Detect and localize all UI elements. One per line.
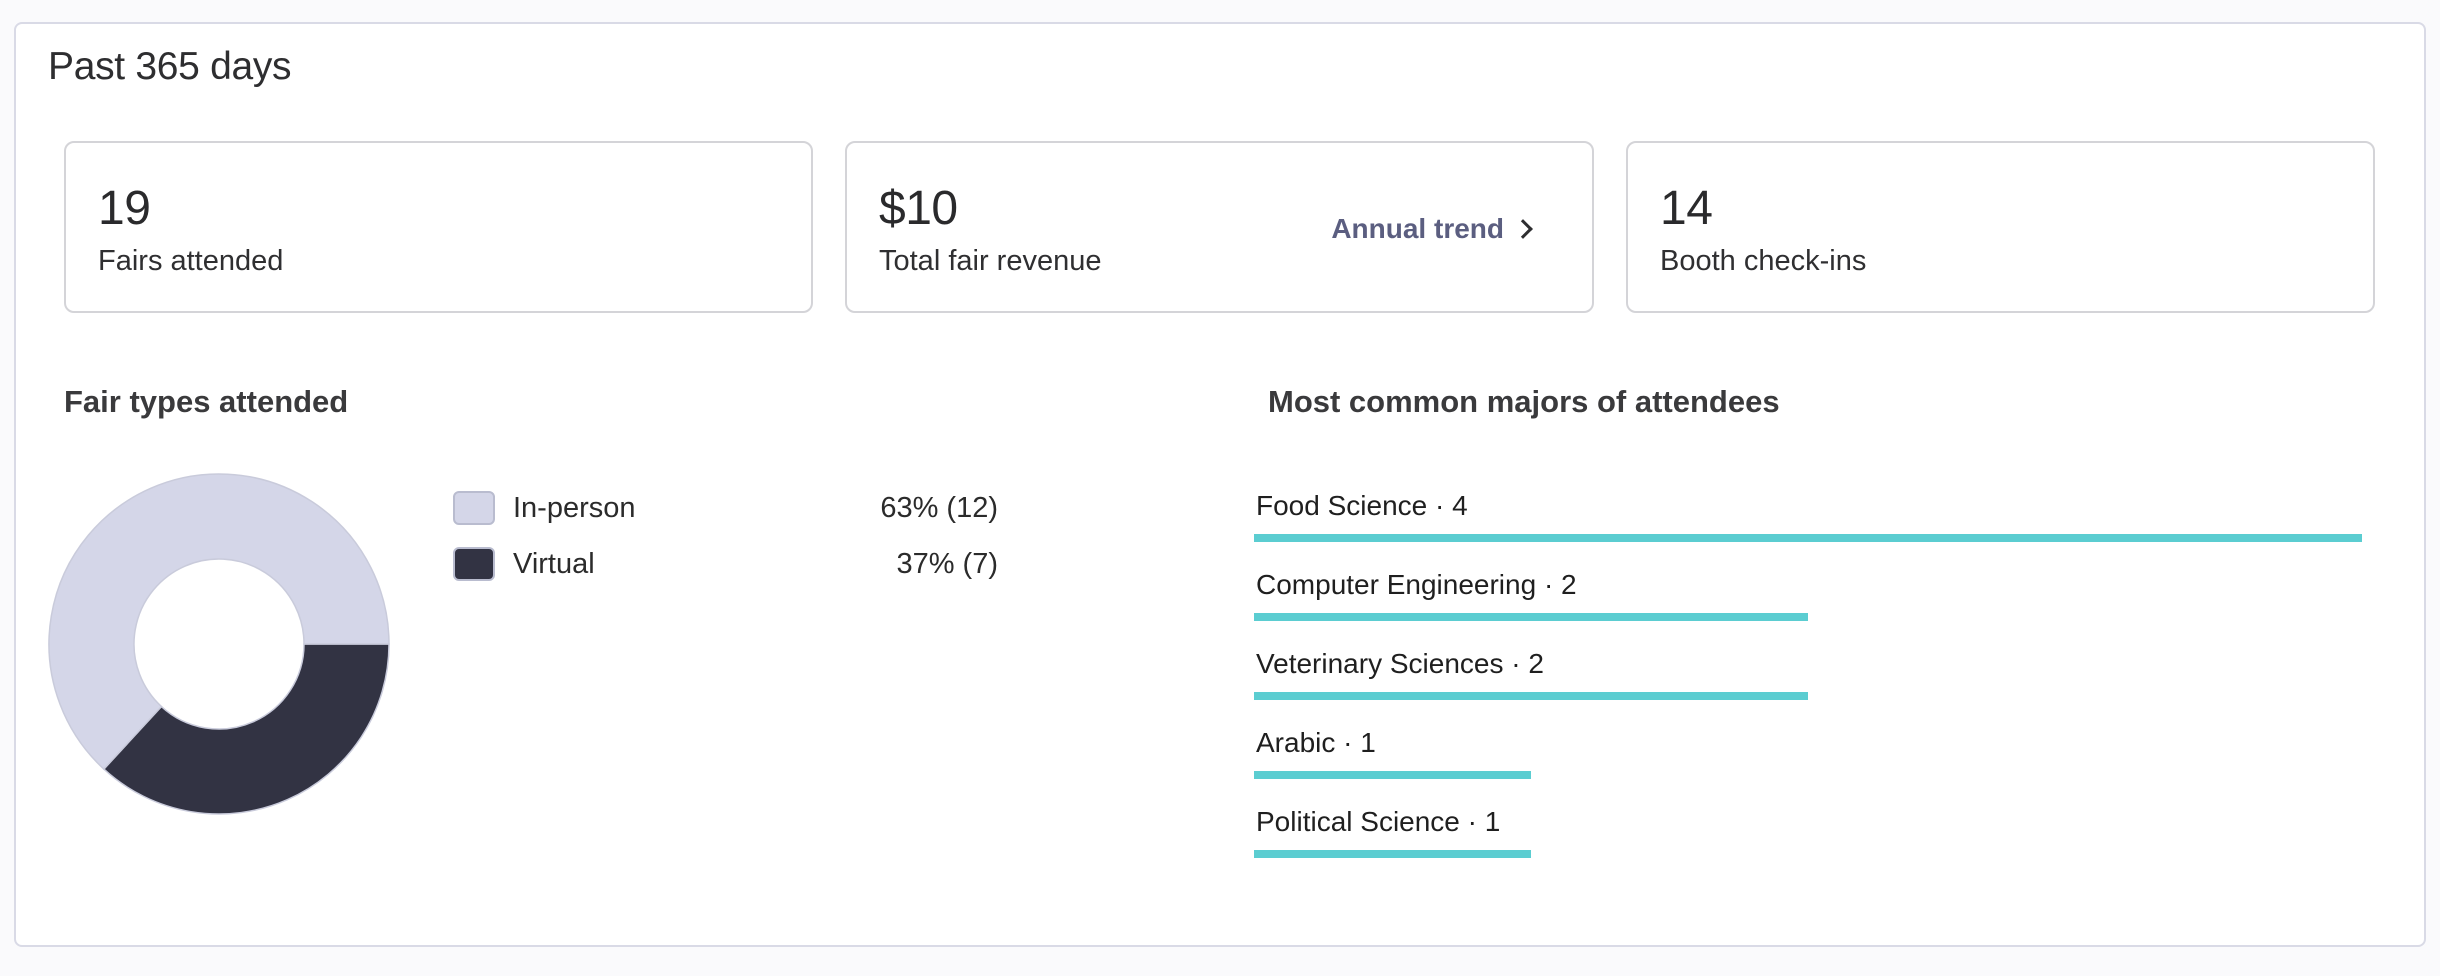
legend-label: Virtual [513, 547, 595, 580]
legend-swatch-in-person [453, 491, 495, 525]
major-label: Political Science · 1 [1256, 806, 1501, 837]
stat-label: Fairs attended [98, 245, 284, 277]
major-label: Food Science · 4 [1256, 490, 1468, 521]
stat-card-total-fair-revenue: $10 Total fair revenue Annual trend [845, 141, 1594, 313]
annual-trend-link-label: Annual trend [1331, 213, 1504, 244]
fair-types-donut-chart [48, 473, 390, 815]
fair-types-legend: In-person 63% (12) Virtual 37% (7) [453, 480, 998, 592]
major-bar [1254, 850, 1531, 858]
major-row-veterinary-sciences: Veterinary Sciences · 2 [1254, 648, 2362, 727]
major-label: Computer Engineering · 2 [1256, 569, 1577, 600]
stat-label: Total fair revenue [879, 245, 1102, 277]
major-bar [1254, 613, 1808, 621]
legend-value: 63% (12) [880, 491, 998, 524]
legend-item-in-person: In-person 63% (12) [453, 480, 998, 536]
panel-title: Past 365 days [48, 45, 292, 88]
major-row-computer-engineering: Computer Engineering · 2 [1254, 569, 2362, 648]
major-row-arabic: Arabic · 1 [1254, 727, 2362, 806]
major-bar [1254, 534, 2362, 542]
donut-slice-virtual [102, 643, 390, 815]
legend-label: In-person [513, 491, 636, 524]
stat-card-booth-check-ins: 14 Booth check-ins [1626, 141, 2375, 313]
legend-item-virtual: Virtual 37% (7) [453, 536, 998, 592]
legend-swatch-virtual [453, 547, 495, 581]
major-row-food-science: Food Science · 4 [1254, 490, 2362, 569]
major-label: Arabic · 1 [1256, 727, 1376, 758]
donut-slice-in-person [48, 473, 390, 771]
chevron-right-icon [1513, 219, 1533, 239]
stat-value: 14 [1660, 182, 1713, 235]
major-bar [1254, 771, 1531, 779]
stat-label: Booth check-ins [1660, 245, 1867, 277]
stat-value: 19 [98, 182, 151, 235]
annual-trend-link[interactable]: Annual trend [1331, 213, 1533, 245]
majors-bar-list: Food Science · 4 Computer Engineering · … [1254, 490, 2362, 885]
major-label: Veterinary Sciences · 2 [1256, 648, 1544, 679]
fair-types-title: Fair types attended [64, 384, 349, 419]
majors-title: Most common majors of attendees [1268, 384, 1780, 419]
major-bar [1254, 692, 1808, 700]
stat-value: $10 [879, 182, 958, 235]
legend-value: 37% (7) [896, 547, 998, 580]
stat-card-fairs-attended: 19 Fairs attended [64, 141, 813, 313]
major-row-political-science: Political Science · 1 [1254, 806, 2362, 885]
